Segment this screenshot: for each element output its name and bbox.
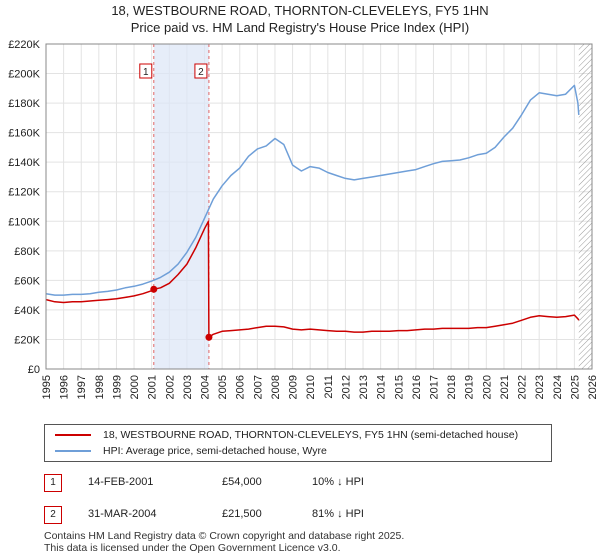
x-tick-label: 2003 bbox=[182, 375, 194, 399]
x-tick-label: 2000 bbox=[129, 375, 141, 399]
x-tick-label: 2013 bbox=[358, 375, 370, 399]
transaction-label-box bbox=[139, 63, 153, 79]
y-tick-label: £120K bbox=[8, 187, 40, 199]
x-tick-label: 2018 bbox=[446, 375, 458, 399]
x-tick-label: 2017 bbox=[428, 375, 440, 399]
footer-attribution: Contains HM Land Registry data © Crown c… bbox=[44, 530, 404, 554]
x-tick-label: 2002 bbox=[164, 375, 176, 399]
y-tick-label: £160K bbox=[8, 128, 40, 140]
transaction-label-number: 1 bbox=[143, 67, 149, 78]
y-tick-label: £220K bbox=[8, 39, 40, 51]
y-tick-label: £40K bbox=[14, 305, 40, 317]
y-tick-label: £20K bbox=[14, 334, 40, 346]
transaction-hpi-relative: 81% ↓ HPI bbox=[312, 508, 364, 520]
transaction-number-badge: 2 bbox=[44, 506, 62, 524]
x-tick-label: 2012 bbox=[340, 375, 352, 399]
transaction-row: 2 31-MAR-2004 £21,500 81% ↓ HPI bbox=[44, 506, 564, 524]
x-tick-label: 1996 bbox=[59, 375, 71, 399]
forecast-hatch bbox=[578, 44, 592, 369]
x-tick-label: 2025 bbox=[569, 375, 581, 399]
x-tick-label: 2016 bbox=[411, 375, 423, 399]
x-tick-label: 1998 bbox=[94, 375, 106, 399]
transaction-hpi-relative: 10% ↓ HPI bbox=[312, 476, 364, 488]
y-tick-label: £80K bbox=[14, 246, 40, 258]
hpi-line bbox=[45, 84, 580, 296]
transaction-point bbox=[150, 285, 158, 293]
x-tick-label: 2010 bbox=[305, 375, 317, 399]
legend-item-property: 18, WESTBOURNE ROAD, THORNTON-CLEVELEYS,… bbox=[55, 427, 518, 443]
x-tick-label: 2019 bbox=[464, 375, 476, 399]
property-price-line bbox=[45, 220, 580, 338]
transaction-number-badge: 1 bbox=[44, 474, 62, 492]
legend-swatch-property bbox=[55, 434, 91, 436]
x-tick-label: 2006 bbox=[235, 375, 247, 399]
x-tick-label: 2007 bbox=[252, 375, 264, 399]
x-tick-label: 2008 bbox=[270, 375, 282, 399]
x-tick-label: 2001 bbox=[147, 375, 159, 399]
x-tick-label: 2009 bbox=[288, 375, 300, 399]
x-tick-label: 1997 bbox=[76, 375, 88, 399]
plot-area bbox=[46, 44, 592, 369]
y-tick-label: £100K bbox=[8, 216, 40, 228]
legend: 18, WESTBOURNE ROAD, THORNTON-CLEVELEYS,… bbox=[44, 424, 552, 462]
transaction-label-number: 2 bbox=[198, 67, 204, 78]
x-tick-label: 2022 bbox=[517, 375, 529, 399]
plot-frame bbox=[45, 43, 593, 370]
y-tick-label: £0 bbox=[28, 364, 40, 376]
transaction-date: 14-FEB-2001 bbox=[88, 476, 154, 488]
x-tick-label: 2015 bbox=[393, 375, 405, 399]
x-tick-label: 2014 bbox=[376, 375, 388, 399]
x-tick-label: 2020 bbox=[481, 375, 493, 399]
chart-subtitle: Price paid vs. HM Land Registry's House … bbox=[130, 20, 470, 35]
transaction-price: £21,500 bbox=[222, 508, 262, 520]
x-tick-label: 2023 bbox=[534, 375, 546, 399]
x-tick-label: 2026 bbox=[587, 375, 599, 399]
price-chart: 1 2 £0 £20K £40K £60K £80K £100K £120K £140K £160… bbox=[8, 39, 599, 399]
footer-line-copyright: Contains HM Land Registry data © Crown c… bbox=[44, 530, 405, 542]
legend-label-property: 18, WESTBOURNE ROAD, THORNTON-CLEVELEYS,… bbox=[103, 429, 519, 441]
x-tick-label: 2005 bbox=[217, 375, 229, 399]
legend-item-hpi: HPI: Average price, semi-detached house,… bbox=[55, 443, 327, 459]
x-tick-label: 2011 bbox=[323, 375, 335, 399]
y-tick-label: £200K bbox=[8, 69, 40, 81]
transaction-point bbox=[205, 333, 213, 341]
ownership-period-shade bbox=[153, 44, 209, 369]
legend-label-hpi: HPI: Average price, semi-detached house,… bbox=[103, 445, 327, 457]
legend-swatch-hpi bbox=[55, 450, 91, 452]
transaction-date: 31-MAR-2004 bbox=[88, 508, 157, 520]
x-tick-label: 2021 bbox=[499, 375, 511, 399]
x-tick-label: 1995 bbox=[41, 375, 53, 399]
chart-title-address: 18, WESTBOURNE ROAD, THORNTON-CLEVELEYS,… bbox=[111, 3, 489, 18]
transaction-label-box bbox=[194, 63, 208, 79]
y-tick-label: £140K bbox=[8, 157, 40, 169]
transaction-row: 1 14-FEB-2001 £54,000 10% ↓ HPI bbox=[44, 474, 564, 492]
transaction-price: £54,000 bbox=[222, 476, 262, 488]
x-tick-label: 2024 bbox=[552, 375, 564, 399]
x-tick-label: 2004 bbox=[200, 375, 212, 399]
footer-line-licence: This data is licensed under the Open Gov… bbox=[44, 542, 341, 554]
y-tick-label: £180K bbox=[8, 98, 40, 110]
x-tick-label: 1999 bbox=[111, 375, 123, 399]
y-tick-label: £60K bbox=[14, 275, 40, 287]
